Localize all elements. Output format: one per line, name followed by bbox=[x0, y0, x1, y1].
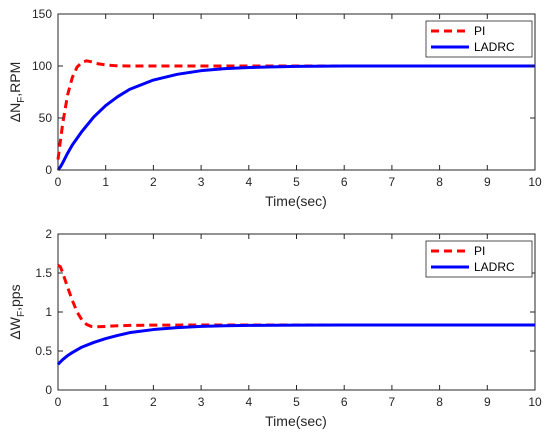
series-layer bbox=[56, 59, 535, 171]
chart-nf-rpm: 0 1 2 3 4 5 6 7 8 9 10 0 50 100 150 Time(sec) ΔNF,RPM… bbox=[7, 7, 542, 209]
y-ticks: 0 50 100 150 bbox=[32, 7, 535, 177]
legend: PI LADRC bbox=[425, 20, 533, 58]
x-tick-label: 10 bbox=[528, 395, 542, 409]
legend-label-ladrc: LADRC bbox=[474, 260, 515, 274]
y-tick-label: 100 bbox=[32, 59, 52, 73]
x-tick-label: 4 bbox=[245, 175, 252, 189]
legend-label-ladrc: LADRC bbox=[474, 40, 515, 54]
x-tick-label: 8 bbox=[436, 395, 443, 409]
x-tick-label: 6 bbox=[341, 175, 348, 189]
chart-wf-pps: 0 1 2 3 4 5 6 7 8 9 10 0 0.5 1 1.5 2 Time(sec) ΔWF,pps… bbox=[7, 227, 542, 429]
legend: PI LADRC bbox=[425, 240, 533, 278]
x-tick-label: 1 bbox=[102, 395, 109, 409]
x-tick-label: 0 bbox=[55, 395, 62, 409]
y-tick-label: 1 bbox=[45, 305, 52, 319]
x-tick-label: 0 bbox=[55, 175, 62, 189]
y-tick-label: 0.5 bbox=[35, 344, 52, 358]
y-tick-label: 50 bbox=[39, 111, 53, 125]
y-tick-label: 0 bbox=[45, 383, 52, 397]
x-axis-label: Time(sec) bbox=[265, 413, 327, 429]
y-axis-label-subscript: F bbox=[16, 311, 27, 317]
x-tick-label: 4 bbox=[245, 395, 252, 409]
x-tick-label: 1 bbox=[102, 175, 109, 189]
y-axis-label-unit: ,pps bbox=[7, 284, 23, 310]
y-tick-label: 1.5 bbox=[35, 266, 52, 280]
x-tick-label: 5 bbox=[293, 395, 300, 409]
y-tick-label: 2 bbox=[45, 227, 52, 241]
y-axis-label-main: ΔN bbox=[7, 103, 23, 122]
y-tick-label: 150 bbox=[32, 7, 52, 21]
x-tick-label: 9 bbox=[484, 395, 491, 409]
x-tick-label: 6 bbox=[341, 395, 348, 409]
x-tick-label: 3 bbox=[198, 395, 205, 409]
x-tick-label: 10 bbox=[528, 175, 542, 189]
x-ticks: 0 1 2 3 4 5 6 7 8 9 10 bbox=[55, 234, 542, 409]
x-tick-label: 7 bbox=[389, 395, 396, 409]
legend-label-pi: PI bbox=[474, 244, 485, 258]
legend-box bbox=[425, 240, 533, 278]
x-tick-label: 5 bbox=[293, 175, 300, 189]
x-axis-label: Time(sec) bbox=[265, 193, 327, 209]
y-axis-label-subscript: F bbox=[16, 97, 27, 103]
series-line-pi bbox=[56, 59, 535, 160]
x-tick-label: 7 bbox=[389, 175, 396, 189]
y-ticks: 0 0.5 1 1.5 2 bbox=[35, 227, 535, 397]
y-axis-label: ΔNF,RPM bbox=[7, 62, 27, 123]
legend-label-pi: PI bbox=[474, 24, 485, 38]
x-tick-label: 2 bbox=[150, 395, 157, 409]
series-layer bbox=[56, 263, 535, 366]
legend-box bbox=[425, 20, 533, 58]
x-ticks: 0 1 2 3 4 5 6 7 8 9 10 bbox=[55, 14, 542, 189]
series-line-ladrc bbox=[56, 64, 535, 171]
y-axis-label-unit: ,RPM bbox=[7, 62, 23, 97]
y-axis-label-main: ΔW bbox=[7, 316, 23, 339]
x-tick-label: 8 bbox=[436, 175, 443, 189]
x-tick-label: 9 bbox=[484, 175, 491, 189]
x-tick-label: 2 bbox=[150, 175, 157, 189]
y-axis-label: ΔWF,pps bbox=[7, 284, 27, 339]
y-tick-label: 0 bbox=[45, 163, 52, 177]
x-tick-label: 3 bbox=[198, 175, 205, 189]
series-line-ladrc bbox=[56, 323, 535, 366]
